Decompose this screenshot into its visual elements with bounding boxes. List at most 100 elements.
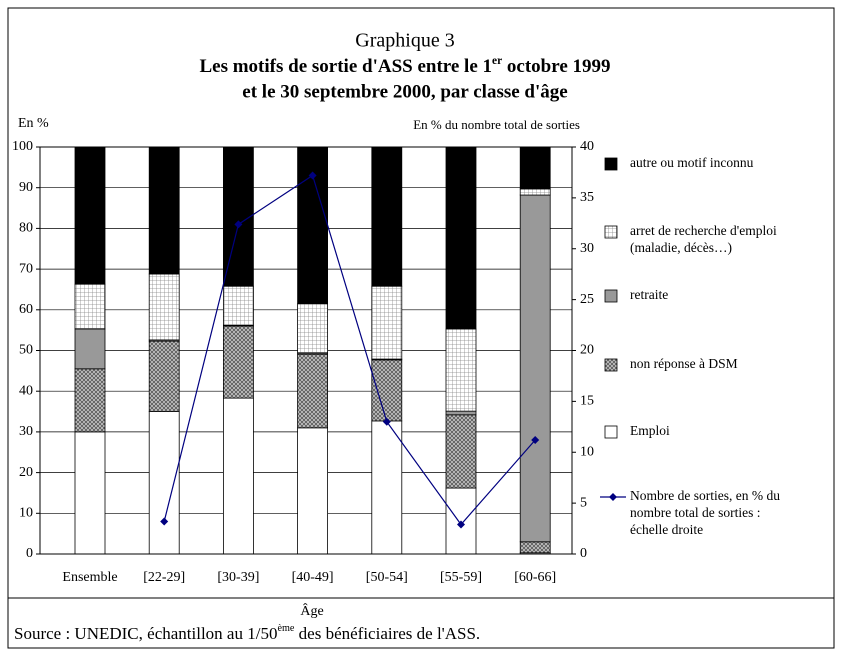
y-axis-label: En % xyxy=(18,116,49,131)
bar-segment xyxy=(74,146,106,285)
x-tick-label: [40-49] xyxy=(292,570,334,585)
bar-segment xyxy=(148,146,180,275)
x-tick-label: [55-59] xyxy=(440,570,482,585)
chart-subtitle: Les motifs de sortie d'ASS entre le 1er … xyxy=(199,55,610,78)
y-tick-label: 30 xyxy=(19,424,33,439)
legend-swatch xyxy=(604,358,618,372)
legend-label-line: échelle droite xyxy=(630,522,703,537)
legend-swatch xyxy=(604,289,618,303)
bar-segment xyxy=(445,328,477,412)
bar-segment xyxy=(297,303,329,354)
bar-segment xyxy=(445,414,477,489)
superscript: ème xyxy=(277,623,294,634)
source: Source : UNEDIC, échantillon au 1/50ème … xyxy=(14,623,480,643)
y-tick-label: 100 xyxy=(12,139,33,154)
bar-segment xyxy=(297,146,329,305)
line-marker xyxy=(234,220,243,229)
plot-border xyxy=(39,146,573,555)
bar-segment xyxy=(148,273,180,341)
x-tick-label: [50-54] xyxy=(366,570,408,585)
legend-swatch xyxy=(604,225,618,239)
bar-segment xyxy=(297,427,329,555)
bar-segment xyxy=(371,359,403,422)
y-tick-label: 60 xyxy=(19,302,33,317)
bar-segment xyxy=(74,431,106,555)
chart-subtitle: et le 30 septembre 2000, par classe d'âg… xyxy=(242,81,567,102)
y2-axis-label: En % du nombre total de sorties xyxy=(413,117,580,132)
superscript: er xyxy=(492,55,502,67)
legend-label: Emploi xyxy=(630,423,670,438)
legend-label-line: arret de recherche d'emploi xyxy=(630,223,777,238)
legend-label: autre ou motif inconnu xyxy=(630,155,754,170)
bar-segment xyxy=(74,283,106,330)
y-tick-label: 10 xyxy=(19,506,33,521)
legend-label-line: nombre total de sorties : xyxy=(630,505,760,520)
y2-tick-label: 5 xyxy=(580,495,587,510)
chart-title: Graphique 3 xyxy=(355,30,454,52)
y2-tick-label: 15 xyxy=(580,394,594,409)
bar-segment xyxy=(445,487,477,555)
y-tick-label: 50 xyxy=(19,343,33,358)
x-tick-label: [22-29] xyxy=(143,570,185,585)
bar-segment xyxy=(148,411,180,555)
y2-tick-label: 30 xyxy=(580,241,594,256)
bar-segment xyxy=(519,146,551,190)
legend-label-line: non réponse à DSM xyxy=(630,356,738,371)
bar-segment xyxy=(371,420,403,555)
y2-tick-label: 20 xyxy=(580,343,594,358)
line-marker xyxy=(531,436,540,445)
bar-segment xyxy=(519,188,551,196)
x-axis-label: Âge xyxy=(300,602,323,619)
legend-swatch xyxy=(604,425,618,439)
bar-segment xyxy=(148,340,180,412)
line-marker xyxy=(457,520,465,529)
legend-label-line: (maladie, décès…) xyxy=(630,240,732,255)
line-marker xyxy=(160,517,169,526)
frame xyxy=(7,7,835,649)
text-part: Les motifs de sortie d'ASS entre le 1 xyxy=(199,56,492,77)
legend-label-line: autre ou motif inconnu xyxy=(630,155,754,170)
bar-segment xyxy=(74,328,106,370)
x-tick-label: [60-66] xyxy=(514,570,556,585)
bar-segment xyxy=(445,410,477,416)
legend-label-line: retraite xyxy=(630,287,668,302)
bar-segment xyxy=(74,368,106,433)
y2-tick-label: 0 xyxy=(580,546,587,561)
legend-label-line: Emploi xyxy=(630,423,670,438)
y2-tick-label: 35 xyxy=(580,190,594,205)
bar-segment xyxy=(222,397,254,555)
y2-tick-label: 10 xyxy=(580,444,594,459)
legend-label: Nombre de sorties, en % du nombre total d… xyxy=(630,488,780,537)
legend-label-line: Nombre de sorties, en % du xyxy=(630,488,780,503)
text-part: des bénéficiaires de l'ASS. xyxy=(294,624,480,643)
legend-marker xyxy=(609,493,617,501)
y-tick-label: 20 xyxy=(19,465,33,480)
bar-segment xyxy=(519,194,551,543)
legend-label: arret de recherche d'emploi (maladie, déc… xyxy=(630,223,777,255)
bar-segment xyxy=(222,325,254,399)
text-part: Source : UNEDIC, échantillon au 1/50 xyxy=(14,624,277,643)
x-tick-label: Ensemble xyxy=(62,570,117,585)
bar-segment xyxy=(222,285,254,326)
y-tick-label: 70 xyxy=(19,261,33,276)
bar-segment xyxy=(371,285,403,360)
legend-label: non réponse à DSM xyxy=(630,356,738,371)
y-tick-label: 80 xyxy=(19,221,33,236)
legend-label: retraite xyxy=(630,287,668,302)
bar-segment xyxy=(445,146,477,330)
y2-tick-label: 40 xyxy=(580,139,594,154)
x-tick-label: [30-39] xyxy=(217,570,259,585)
line-marker xyxy=(308,171,317,180)
bar-segment xyxy=(371,146,403,287)
line xyxy=(163,174,536,526)
y-tick-label: 40 xyxy=(19,383,33,398)
line-marker xyxy=(382,417,391,426)
bar-segment xyxy=(519,541,551,554)
legend-swatch xyxy=(604,157,618,171)
y-tick-label: 0 xyxy=(26,546,33,561)
text-part: octobre 1999 xyxy=(502,56,610,77)
bar-segment xyxy=(297,353,329,429)
y-tick-label: 90 xyxy=(19,180,33,195)
y2-tick-label: 25 xyxy=(580,292,594,307)
